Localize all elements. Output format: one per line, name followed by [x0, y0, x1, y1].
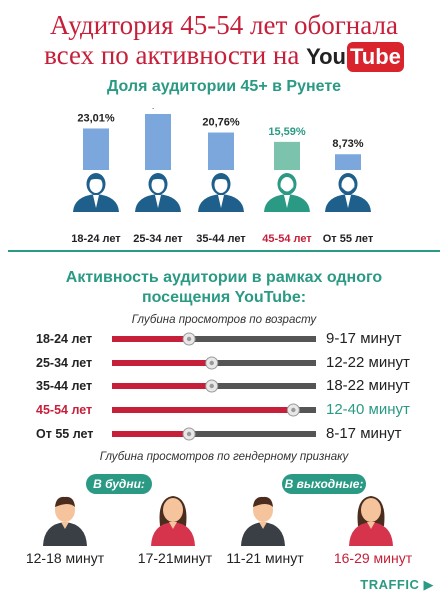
activity-title-line-2: посещения YouTube:: [141, 289, 307, 306]
age-depth-subtitle: Глубина просмотров по возрасту: [131, 314, 317, 326]
share-bar: [83, 128, 109, 170]
age-row-value: 18-22 минут: [326, 377, 410, 395]
activity-title-line-1: Активность аудитории в рамках одного: [65, 269, 383, 286]
female-person-icon: [349, 496, 393, 546]
age-row-value: 9-17 минут: [326, 330, 402, 347]
share-category-label: 18-24 лет: [71, 233, 121, 245]
section-divider: [8, 250, 440, 252]
main-title-line-1: Аудитория 45-54 лет обогнала: [50, 10, 398, 40]
share-value-label: 8,73%: [332, 138, 363, 150]
share-value-label: 20,76%: [202, 117, 240, 129]
age-person-icon: [198, 173, 244, 212]
traffic-logo: TRAFFIC ▶: [360, 577, 434, 592]
age-row-label: 45-54 лет: [36, 403, 93, 418]
male-person-icon: [241, 496, 285, 546]
share-value-label: 15,59%: [268, 126, 306, 138]
share-chart: 23,01% 18-24 лет 31,02% 25-34 лет 20,76% 35-4…: [71, 108, 374, 245]
share-bar: [335, 154, 361, 170]
age-row-label: 25-34 лет: [36, 355, 93, 370]
age-range-bar: [112, 332, 316, 346]
age-person-icon: [135, 173, 181, 212]
male-person-icon: [43, 496, 87, 546]
main-title-text: всех по активности на: [44, 40, 300, 70]
age-row-value: 12-22 минут: [326, 353, 410, 371]
age-person-icon: [264, 173, 310, 212]
age-range-bar: [112, 356, 316, 370]
age-range-bar: [112, 403, 316, 417]
gender-people: [43, 496, 393, 546]
age-range-bar: [112, 379, 316, 393]
weekend-male-value: 11-21 минут: [226, 550, 304, 566]
share-category-label: 35-44 лет: [196, 233, 246, 245]
play-icon: ▶: [423, 577, 434, 592]
gender-depth-subtitle: Глубина просмотров по гендерному признак…: [99, 451, 349, 463]
youtube-logo: You Tube: [306, 42, 404, 72]
age-person-icon: [73, 173, 119, 212]
weekday-female-value: 17-21минут: [137, 550, 213, 566]
age-range-bar: [112, 427, 316, 441]
share-value-label: 31,02%: [139, 108, 177, 110]
share-category-label: 25-34 лет: [133, 233, 183, 245]
age-row-label: От 55 лет: [36, 426, 94, 441]
age-row-label: 18-24 лет: [36, 332, 93, 346]
age-row-value: 12-40 минут: [326, 401, 410, 419]
share-bar: [274, 141, 300, 170]
share-value-label: 23,01%: [77, 112, 115, 124]
weekday-male-value: 12-18 минут: [25, 550, 105, 566]
main-title-line-2: всех по активности на You Tube: [0, 40, 448, 72]
female-person-icon: [151, 496, 195, 546]
age-row-label: 35-44 лет: [36, 379, 93, 394]
share-bar: [208, 132, 234, 170]
weekend-badge: В выходные:: [282, 474, 366, 494]
age-row-value: 8-17 минут: [326, 424, 402, 442]
share-bar: [145, 114, 171, 170]
weekday-badge: В будни:: [86, 474, 152, 494]
share-category-label: От 55 лет: [323, 233, 374, 245]
weekend-female-value: 16-29 минут: [333, 550, 413, 566]
share-chart-title: Доля аудитории 45+ в Рунете: [106, 78, 342, 95]
share-category-label: 45-54 лет: [262, 233, 312, 245]
age-person-icon: [325, 173, 371, 212]
